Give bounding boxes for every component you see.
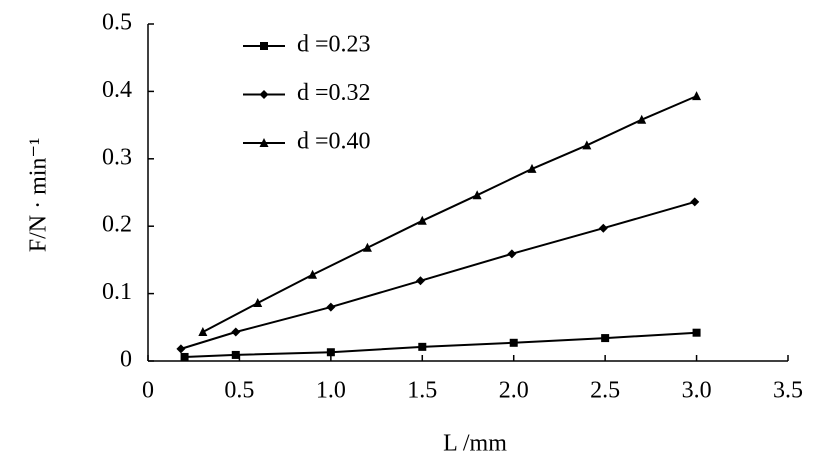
legend-label: d =0.40 xyxy=(297,129,371,155)
x-tick-label: 3.5 xyxy=(773,378,803,404)
marker xyxy=(690,197,700,207)
marker xyxy=(253,298,263,308)
marker xyxy=(598,223,608,233)
marker xyxy=(415,276,425,286)
y-tick-label: 0.2 xyxy=(102,212,132,238)
marker xyxy=(326,302,336,312)
x-axis-label: L /mm xyxy=(443,431,507,457)
marker xyxy=(582,140,592,150)
y-axis-label: F/N · min⁻¹ xyxy=(26,138,52,253)
marker xyxy=(259,90,269,99)
marker xyxy=(417,215,427,225)
marker xyxy=(692,328,701,337)
marker xyxy=(198,327,208,337)
marker xyxy=(231,327,241,337)
series-line xyxy=(184,331,697,358)
marker xyxy=(326,348,335,357)
marker xyxy=(231,350,240,359)
x-tick-label: 1.0 xyxy=(316,378,346,404)
marker xyxy=(509,338,518,347)
marker xyxy=(418,342,427,351)
marker xyxy=(176,344,186,354)
marker xyxy=(507,249,517,259)
y-tick-label: 0.1 xyxy=(102,279,132,305)
y-tick-label: 0.4 xyxy=(102,77,132,103)
x-tick-label: 0 xyxy=(142,378,154,404)
marker xyxy=(637,114,647,124)
marker xyxy=(692,91,702,101)
x-tick-label: 0.5 xyxy=(224,378,254,404)
y-tick-label: 0.3 xyxy=(102,144,132,170)
marker xyxy=(260,42,268,50)
series-line xyxy=(202,95,697,333)
series-line xyxy=(180,200,696,350)
marker xyxy=(308,269,318,279)
x-tick-label: 2.5 xyxy=(590,378,620,404)
x-tick-label: 3.0 xyxy=(682,378,712,404)
marker xyxy=(527,163,537,173)
marker xyxy=(472,190,482,200)
marker xyxy=(180,352,189,361)
marker xyxy=(259,138,269,147)
legend-label: d =0.23 xyxy=(297,32,371,58)
marker xyxy=(601,334,610,343)
y-tick-label: 0.5 xyxy=(102,10,132,36)
x-tick-label: 2.0 xyxy=(499,378,529,404)
y-tick-label: 0 xyxy=(120,347,132,373)
x-tick-label: 1.5 xyxy=(407,378,437,404)
legend-label: d =0.32 xyxy=(297,80,371,106)
marker xyxy=(362,242,372,252)
